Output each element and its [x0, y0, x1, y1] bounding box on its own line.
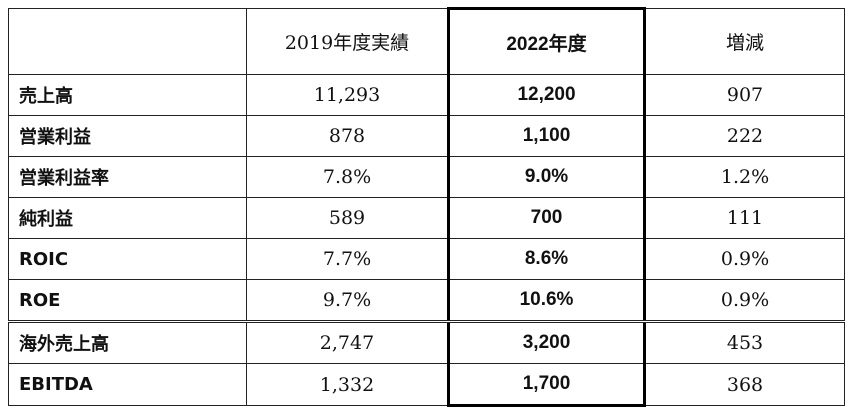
cell-change: 368 [644, 363, 845, 406]
cell-2022-target: 8.6% [447, 238, 646, 280]
cell-2019-actual: 7.7% [246, 238, 449, 280]
header-corner [8, 8, 247, 75]
row-label: 純利益 [8, 197, 247, 239]
header-2019-actual: 2019年度実績 [246, 8, 449, 75]
financial-targets-table: 2019年度実績 2022年度 増減 売上高 11,293 12,200 907… [8, 7, 845, 407]
cell-2019-actual: 2,747 [246, 320, 449, 364]
cell-change: 1.2% [644, 156, 845, 198]
cell-2022-target: 1,100 [447, 115, 646, 157]
table-row: 売上高 11,293 12,200 907 [8, 74, 845, 116]
cell-2019-actual: 589 [246, 197, 449, 239]
table-row: 海外売上高 2,747 3,200 453 [8, 320, 845, 364]
table-row: 純利益 589 700 111 [8, 197, 845, 239]
header-row: 2019年度実績 2022年度 増減 [8, 7, 845, 75]
cell-2022-target: 9.0% [447, 156, 646, 198]
table-row: ROE 9.7% 10.6% 0.9% [8, 279, 845, 322]
cell-2022-target: 3,200 [447, 320, 646, 364]
cell-2022-target: 1,700 [447, 363, 646, 407]
table-row: 営業利益 878 1,100 222 [8, 115, 845, 157]
row-label: EBITDA [8, 363, 247, 406]
row-label: 売上高 [8, 74, 247, 116]
cell-change: 111 [644, 197, 845, 239]
table-row: EBITDA 1,332 1,700 368 [8, 363, 845, 407]
row-label: 海外売上高 [8, 320, 247, 364]
cell-2019-actual: 7.8% [246, 156, 449, 198]
cell-2022-target: 10.6% [447, 279, 646, 322]
cell-change: 907 [644, 74, 845, 116]
row-label: ROE [8, 279, 247, 322]
cell-2022-target: 12,200 [447, 74, 646, 116]
row-label: 営業利益 [8, 115, 247, 157]
cell-2022-target: 700 [447, 197, 646, 239]
cell-change: 0.9% [644, 279, 845, 322]
table-row: ROIC 7.7% 8.6% 0.9% [8, 238, 845, 280]
header-change: 増減 [644, 8, 845, 75]
financial-table-container: 2019年度実績 2022年度 増減 売上高 11,293 12,200 907… [8, 7, 845, 412]
cell-change: 222 [644, 115, 845, 157]
cell-2019-actual: 878 [246, 115, 449, 157]
table-row: 営業利益率 7.8% 9.0% 1.2% [8, 156, 845, 198]
cell-change: 0.9% [644, 238, 845, 280]
row-label: ROIC [8, 238, 247, 280]
cell-2019-actual: 1,332 [246, 363, 449, 406]
row-label: 営業利益率 [8, 156, 247, 198]
cell-2019-actual: 11,293 [246, 74, 449, 116]
header-2022-target: 2022年度 [447, 7, 646, 75]
cell-2019-actual: 9.7% [246, 279, 449, 322]
cell-change: 453 [644, 320, 845, 364]
